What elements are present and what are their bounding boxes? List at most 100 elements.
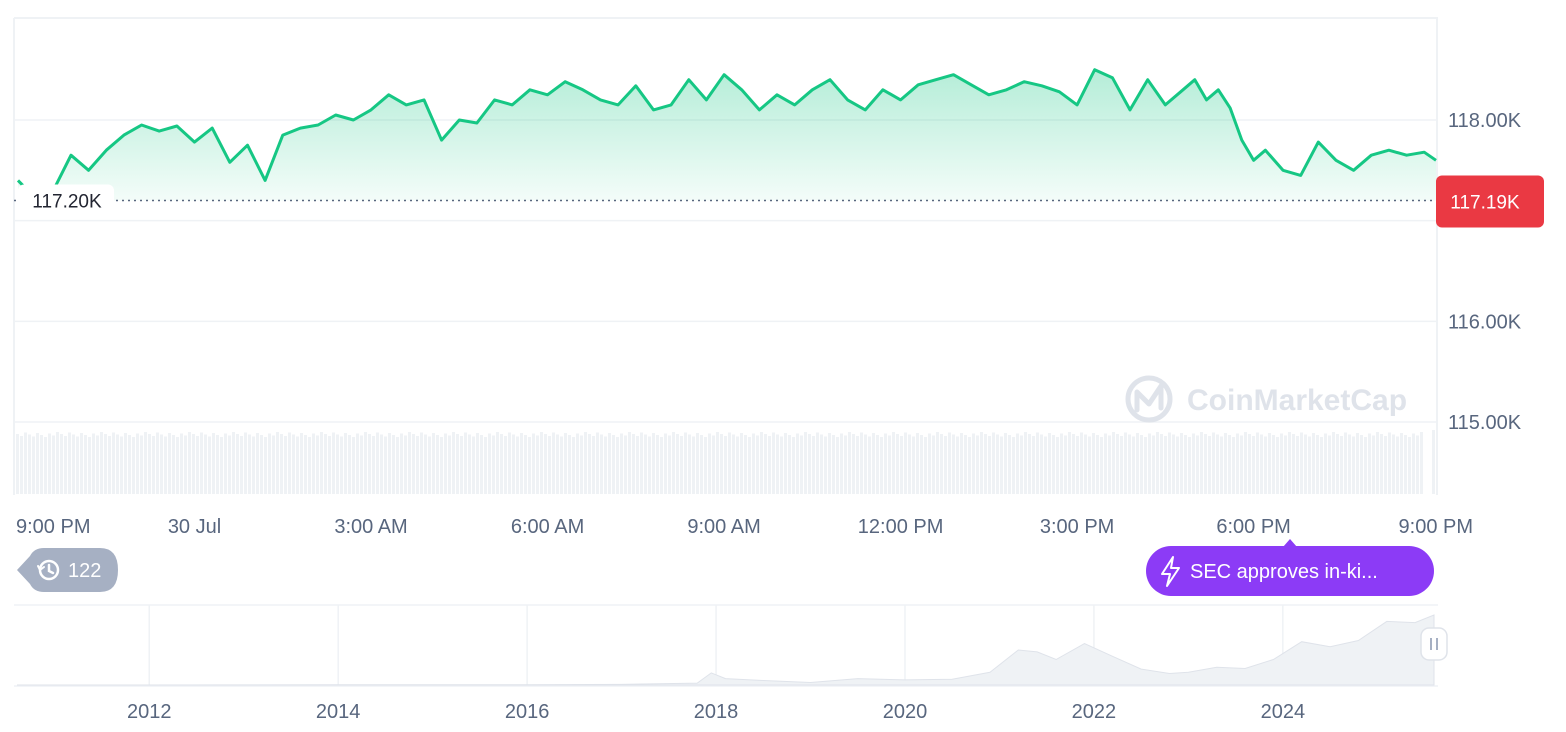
volume-bar bbox=[380, 434, 383, 494]
volume-bar bbox=[512, 434, 515, 494]
event-text: SEC approves in-ki... bbox=[1190, 561, 1378, 583]
volume-bar bbox=[1184, 435, 1187, 494]
volume-bar bbox=[1036, 432, 1039, 494]
volume-bar bbox=[1076, 436, 1079, 494]
volume-bar bbox=[1176, 436, 1179, 494]
volume-bar bbox=[532, 433, 535, 494]
volume-bar bbox=[1316, 435, 1319, 494]
volume-bar bbox=[336, 434, 339, 494]
volume-bar bbox=[648, 436, 651, 494]
volume-bar bbox=[488, 433, 491, 494]
volume-bar bbox=[1172, 434, 1175, 494]
volume-bar bbox=[1412, 433, 1415, 494]
volume-bar bbox=[468, 434, 471, 494]
navigator-grid bbox=[148, 605, 1284, 686]
volume-bar bbox=[220, 437, 223, 494]
volume-bar bbox=[1216, 434, 1219, 494]
volume-bar bbox=[460, 436, 463, 494]
volume-bar bbox=[888, 435, 891, 494]
volume-bar bbox=[44, 437, 47, 494]
volume-bar bbox=[420, 432, 423, 494]
volume-bar bbox=[740, 433, 743, 494]
volume-bar bbox=[1256, 432, 1259, 494]
volume-bar bbox=[368, 434, 371, 494]
volume-bar bbox=[140, 435, 143, 494]
volume-bar bbox=[1292, 434, 1295, 494]
volume-bar bbox=[704, 437, 707, 494]
area-above-baseline bbox=[18, 69, 1436, 201]
volume-bar bbox=[964, 435, 967, 494]
volume-bar bbox=[296, 436, 299, 494]
volume-bar bbox=[448, 435, 451, 494]
volume-bar bbox=[256, 433, 259, 494]
volume-bar bbox=[1264, 436, 1267, 494]
volume-bar bbox=[160, 434, 163, 494]
volume-bar bbox=[988, 436, 991, 494]
volume-bar bbox=[560, 436, 563, 494]
volume-bar bbox=[136, 433, 139, 494]
volume-bar bbox=[184, 435, 187, 494]
volume-bar bbox=[412, 434, 415, 494]
history-badge[interactable]: 122 bbox=[17, 548, 118, 592]
volume-bar bbox=[192, 434, 195, 494]
volume-bar bbox=[156, 432, 159, 494]
volume-bar bbox=[1048, 433, 1051, 494]
volume-bar bbox=[1188, 437, 1191, 494]
volume-bar bbox=[1068, 432, 1071, 494]
volume-bar bbox=[1168, 432, 1171, 494]
price-lines bbox=[16, 68, 1437, 200]
coinmarketcap-watermark: CoinMarketCap bbox=[1125, 375, 1407, 423]
x-tick-label: 3:00 AM bbox=[334, 516, 407, 538]
volume-bar bbox=[1304, 434, 1307, 494]
volume-bar bbox=[100, 432, 103, 494]
volume-bar bbox=[1364, 437, 1367, 494]
volume-bar bbox=[656, 435, 659, 494]
volume-bar bbox=[584, 432, 587, 494]
volume-bar bbox=[780, 436, 783, 494]
volume-bar bbox=[268, 433, 271, 494]
volume-bar bbox=[680, 436, 683, 494]
drag-handle-icon bbox=[1430, 638, 1438, 650]
watermark-text: CoinMarketCap bbox=[1187, 384, 1407, 417]
volume-bar bbox=[1112, 432, 1115, 494]
volume-bar bbox=[1204, 434, 1207, 494]
volume-bar bbox=[664, 433, 667, 494]
volume-bar bbox=[688, 434, 691, 494]
event-pill[interactable]: SEC approves in-ki... bbox=[1146, 539, 1434, 596]
navigator-handle[interactable] bbox=[1420, 627, 1448, 661]
volume-bar bbox=[640, 432, 643, 494]
volume-bar bbox=[1200, 432, 1203, 494]
coinmarketcap-logo-icon bbox=[1125, 375, 1173, 423]
volume-bar bbox=[1232, 437, 1235, 494]
volume-bar bbox=[612, 435, 615, 494]
volume-bar bbox=[928, 433, 931, 494]
volume-bar bbox=[676, 434, 679, 494]
volume-bar bbox=[1268, 433, 1271, 494]
volume-bar bbox=[1392, 434, 1395, 494]
volume-bar bbox=[108, 436, 111, 494]
volume-bar bbox=[236, 434, 239, 494]
navigator-x-axis: 2012 2014 2016 2018 2020 2022 2024 bbox=[127, 701, 1305, 723]
volume-bar bbox=[92, 433, 95, 494]
volume-bar bbox=[924, 437, 927, 494]
volume-bar bbox=[948, 432, 951, 494]
volume-bar bbox=[564, 433, 567, 494]
volume-bar bbox=[1420, 432, 1423, 494]
volume-bar bbox=[1040, 434, 1043, 494]
x-tick-label: 9:00 PM bbox=[16, 516, 90, 538]
volume-bar bbox=[64, 436, 67, 494]
volume-bar bbox=[700, 435, 703, 494]
volume-bar bbox=[188, 432, 191, 494]
volume-bar bbox=[800, 435, 803, 494]
volume-bar bbox=[132, 437, 135, 494]
volume-bar bbox=[1244, 432, 1247, 494]
volume-bar bbox=[120, 436, 123, 494]
volume-bar bbox=[32, 436, 35, 494]
volume-bar bbox=[1248, 434, 1251, 494]
navigator[interactable]: 2012 2014 2016 2018 2020 2022 2024 bbox=[14, 604, 1448, 723]
volume-bar bbox=[1344, 432, 1347, 494]
volume-bar bbox=[1388, 432, 1391, 494]
volume-bar bbox=[932, 435, 935, 494]
